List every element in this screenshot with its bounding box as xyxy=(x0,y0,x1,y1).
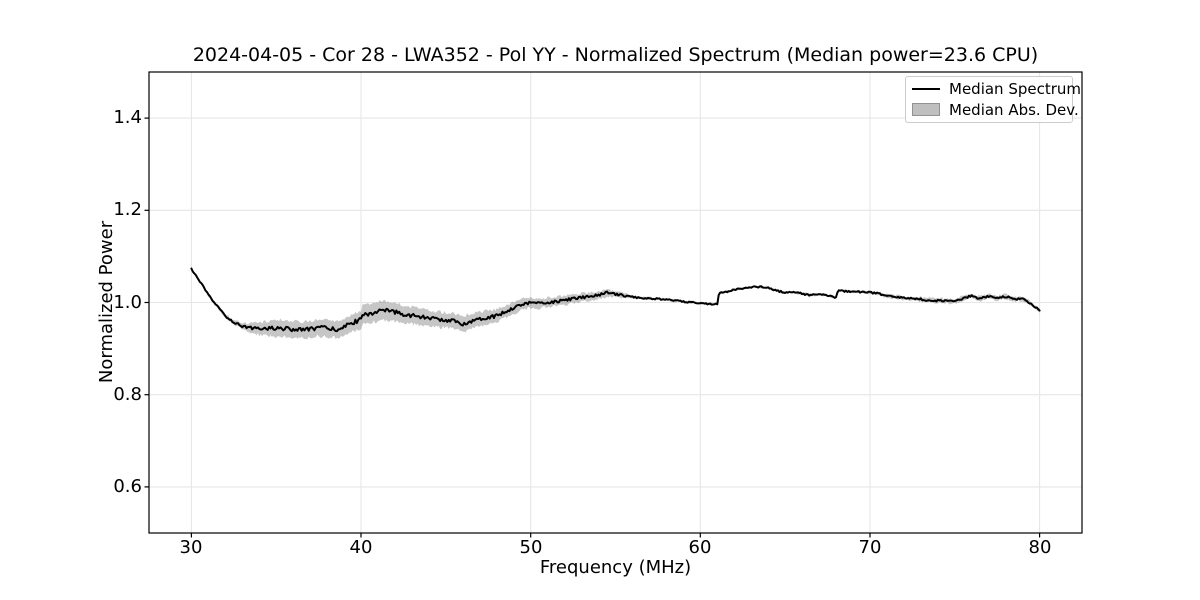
median-spectrum-line xyxy=(190,267,1041,333)
y-tick-label: 1.0 xyxy=(113,292,142,313)
plot-frame xyxy=(148,71,1083,534)
x-tick-label: 30 xyxy=(179,537,203,558)
line-swatch-icon xyxy=(912,88,940,91)
y-tick-label: 1.2 xyxy=(113,199,142,220)
legend-item-median-spectrum: Median Spectrum xyxy=(912,80,1081,98)
axis-ticks xyxy=(144,117,1041,538)
patch-swatch-icon xyxy=(912,103,940,117)
mad-band xyxy=(191,268,1040,340)
legend: Median Spectrum Median Abs. Dev. xyxy=(905,76,1081,123)
y-tick-label: 0.6 xyxy=(113,476,142,497)
y-tick-label: 0.8 xyxy=(113,384,142,405)
legend-label-median-spectrum: Median Spectrum xyxy=(949,80,1082,99)
y-tick-label: 1.4 xyxy=(113,107,142,128)
x-tick-label: 60 xyxy=(688,537,712,558)
chart-title: 2024-04-05 - Cor 28 - LWA352 - Pol YY - … xyxy=(192,44,1039,66)
legend-item-mad: Median Abs. Dev. xyxy=(912,101,1079,119)
x-axis-label: Frequency (MHz) xyxy=(539,557,692,578)
x-tick-label: 50 xyxy=(519,537,543,558)
x-tick-label: 80 xyxy=(1028,537,1052,558)
x-tick-label: 70 xyxy=(858,537,882,558)
legend-label-mad: Median Abs. Dev. xyxy=(949,100,1079,119)
x-tick-label: 40 xyxy=(349,537,373,558)
